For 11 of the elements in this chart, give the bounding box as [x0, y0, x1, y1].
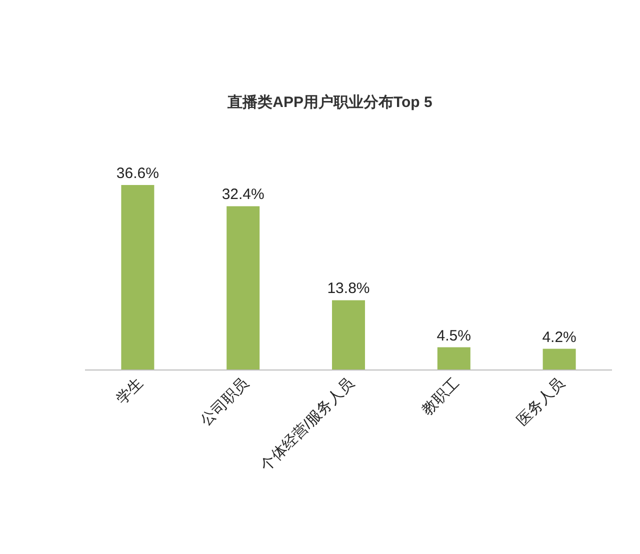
chart-title: 直播类APP用户职业分布Top 5 — [226, 93, 432, 111]
data-label: 4.2% — [542, 328, 576, 346]
x-tick-label: 公司职员 — [197, 374, 252, 430]
data-label: 13.8% — [327, 280, 370, 298]
x-tick-label: 医务人员 — [514, 374, 568, 430]
data-label: 4.5% — [436, 327, 471, 344]
x-tick-label: 教职工 — [418, 374, 463, 419]
data-label: 36.6% — [116, 165, 159, 182]
x-tick-label: 个体经营/服务人员 — [258, 374, 358, 475]
x-tick-label: 学生 — [113, 374, 147, 408]
data-label: 32.4% — [222, 186, 264, 204]
